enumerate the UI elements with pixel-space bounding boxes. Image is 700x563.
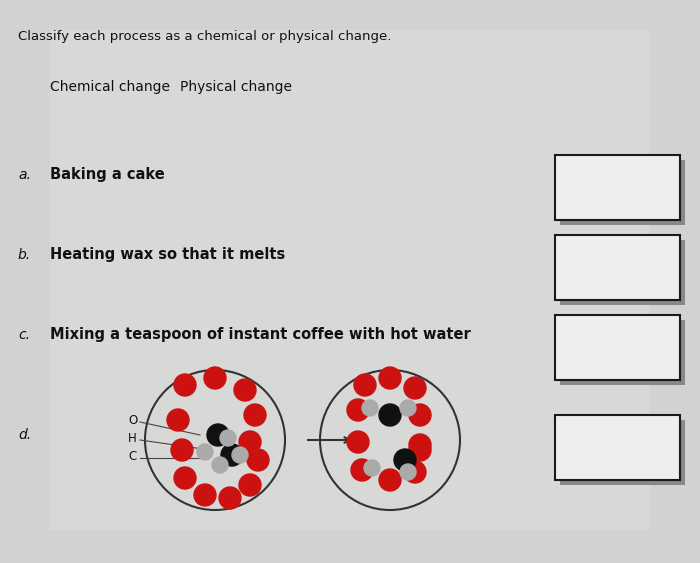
Circle shape [194, 484, 216, 506]
Bar [560, 160, 685, 225]
Bar [50, 30, 650, 530]
Circle shape [207, 424, 229, 446]
Bar [555, 235, 680, 300]
Text: d.: d. [18, 428, 31, 442]
Circle shape [232, 447, 248, 463]
Circle shape [174, 374, 196, 396]
Circle shape [347, 399, 369, 421]
Circle shape [212, 457, 228, 473]
Circle shape [239, 431, 261, 453]
Bar [555, 415, 680, 480]
Circle shape [362, 400, 378, 416]
Circle shape [404, 377, 426, 399]
Text: Heating wax so that it melts: Heating wax so that it melts [50, 248, 286, 262]
Circle shape [197, 444, 213, 460]
Text: Chemical change: Chemical change [50, 80, 170, 94]
Circle shape [409, 439, 431, 461]
Circle shape [394, 449, 416, 471]
Circle shape [400, 400, 416, 416]
Text: Physical change: Physical change [180, 80, 292, 94]
Bar [560, 320, 685, 385]
Circle shape [354, 374, 376, 396]
Circle shape [409, 434, 431, 456]
Circle shape [379, 404, 401, 426]
Bar [555, 155, 680, 220]
Circle shape [221, 444, 243, 466]
Text: b.: b. [18, 248, 31, 262]
Text: Classify each process as a chemical or physical change.: Classify each process as a chemical or p… [18, 30, 391, 43]
Circle shape [409, 404, 431, 426]
Circle shape [174, 467, 196, 489]
Circle shape [247, 449, 269, 471]
Circle shape [239, 474, 261, 496]
Circle shape [347, 431, 369, 453]
Circle shape [379, 469, 401, 491]
Circle shape [404, 461, 426, 483]
Circle shape [234, 379, 256, 401]
Bar [555, 315, 680, 380]
Circle shape [379, 367, 401, 389]
Circle shape [244, 404, 266, 426]
Text: H: H [128, 431, 136, 445]
Text: a.: a. [18, 168, 31, 182]
Circle shape [220, 430, 236, 446]
Circle shape [167, 409, 189, 431]
Circle shape [219, 487, 241, 509]
Text: O: O [128, 413, 137, 427]
Circle shape [364, 460, 380, 476]
Text: C: C [128, 449, 136, 462]
Bar [560, 240, 685, 305]
Text: Baking a cake: Baking a cake [50, 168, 164, 182]
Circle shape [400, 464, 416, 480]
Text: c.: c. [18, 328, 30, 342]
Circle shape [204, 367, 226, 389]
Text: Mixing a teaspoon of instant coffee with hot water: Mixing a teaspoon of instant coffee with… [50, 328, 470, 342]
Bar [560, 420, 685, 485]
Circle shape [351, 459, 373, 481]
Circle shape [171, 439, 193, 461]
